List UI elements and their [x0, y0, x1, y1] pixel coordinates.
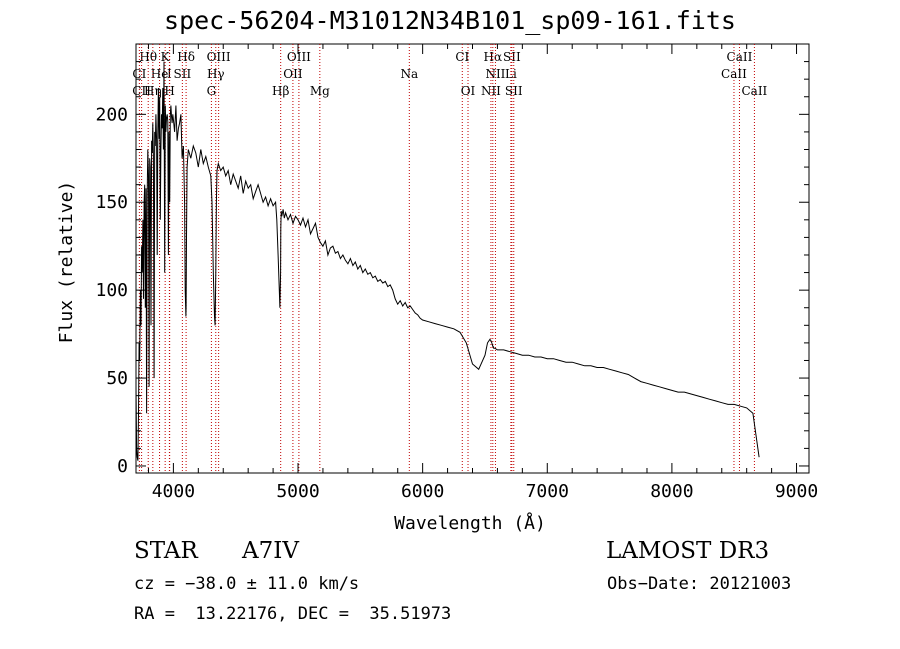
spectral-line-label: Li — [505, 67, 517, 81]
y-axis-label: Flux (relative) — [56, 181, 77, 344]
spectral-line-label: OIII — [207, 50, 231, 64]
spectral-line-label: OIII — [287, 50, 311, 64]
x-tick-label: 5000 — [276, 481, 319, 502]
y-tick-label: 150 — [95, 192, 128, 213]
axis-ticks: 4000 5000 6000 7000 8000 9000 0 50 100 150 200 — [95, 44, 818, 502]
survey-name: LAMOST DR3 — [606, 538, 770, 564]
spectral-line-label: He — [151, 67, 169, 81]
spectral-line-label: Na — [400, 67, 418, 81]
spectral-line-label: CII — [132, 84, 151, 98]
spectral-line-label: CaII — [721, 67, 747, 81]
spectral-line-label: Hα — [484, 50, 503, 64]
spectral-line-label: CaII — [741, 84, 767, 98]
object-class: STAR — [134, 538, 198, 564]
spectral-line-label: SII — [174, 67, 192, 81]
spectral-line-label: OII — [283, 67, 303, 81]
y-tick-label: 0 — [117, 456, 128, 477]
spectral-line-label: NII — [481, 84, 501, 98]
x-tick-label: 4000 — [152, 481, 195, 502]
spectral-line-label: SII — [505, 84, 523, 98]
spectral-line-label: CaII — [727, 50, 753, 64]
x-tick-label: 7000 — [526, 481, 569, 502]
x-tick-label: 6000 — [401, 481, 444, 502]
spectral-line-label: Hη — [144, 84, 162, 98]
y-tick-label: 100 — [95, 280, 128, 301]
x-tick-label: 8000 — [650, 481, 693, 502]
spectral-line-label: SII — [503, 50, 521, 64]
spectral-line-label: Hγ — [207, 67, 225, 81]
line-markers: HθKHδOIIIOIIICIHαSIICaIICIHeISIIHγOIINaN… — [132, 44, 768, 473]
spectral-line-label: OI — [461, 84, 476, 98]
redshift-cz: cz = −38.0 ± 11.0 km/s — [134, 574, 360, 594]
spectral-line-label: Mg — [310, 84, 330, 98]
chart-title: spec-56204-M31012N34B101_sp09-161.fits — [164, 6, 736, 35]
plot-frame — [135, 43, 810, 474]
spectral-line-label: CI — [132, 67, 146, 81]
observation-date: Obs−Date: 20121003 — [607, 574, 792, 594]
spectral-line-label: H — [164, 84, 174, 98]
x-tick-label: 9000 — [775, 481, 818, 502]
spectral-subclass: A7IV — [242, 538, 299, 564]
coordinates: RA = 13.22176, DEC = 35.51973 — [134, 604, 452, 624]
y-tick-label: 200 — [95, 104, 128, 125]
spectral-line-label: CI — [455, 50, 469, 64]
spectral-line-label: NII — [485, 67, 505, 81]
y-tick-label: 50 — [106, 368, 128, 389]
spectral-line-label: Hβ — [272, 84, 289, 98]
spectrum-line — [135, 61, 760, 461]
x-axis-label: Wavelength (Å) — [394, 512, 546, 534]
spectral-line-label: G — [207, 84, 217, 98]
spectral-line-label: Hδ — [177, 50, 195, 64]
spectral-line-label: K — [161, 50, 171, 64]
